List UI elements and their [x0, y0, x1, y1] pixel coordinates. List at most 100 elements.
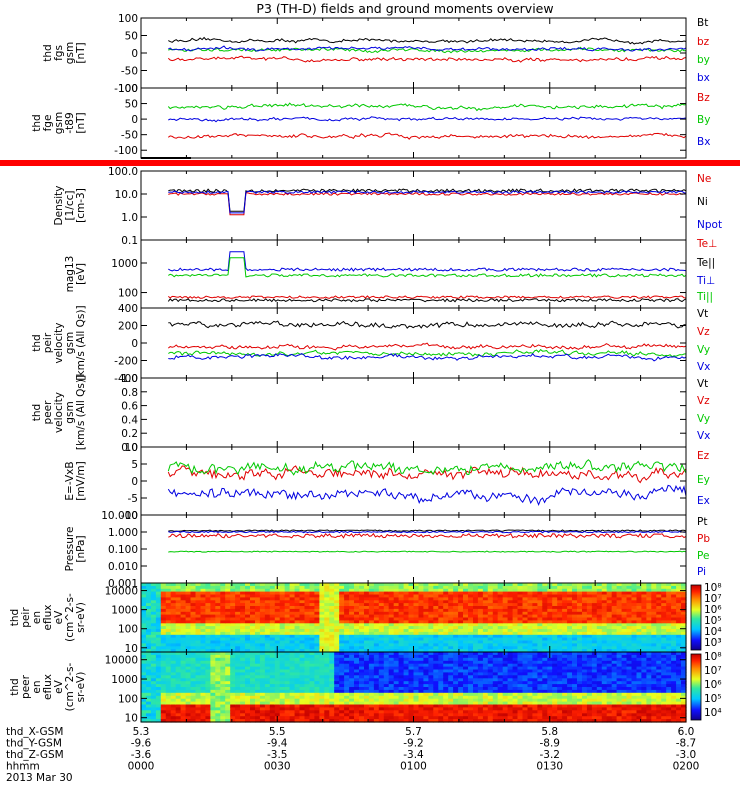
- heatmap-cell: [567, 603, 573, 607]
- heatmap-cell: [294, 649, 301, 653]
- y-axis-label: [1/cc]: [64, 191, 76, 221]
- heatmap-cell: [611, 637, 618, 642]
- heatmap-cell: [423, 611, 429, 616]
- heatmap-cell: [641, 608, 647, 613]
- colorbar-label: 10⁴: [704, 626, 722, 638]
- heatmap-cell: [378, 695, 385, 700]
- heatmap-cell: [601, 606, 608, 610]
- heatmap-cell: [438, 614, 444, 619]
- heatmap-cell: [393, 634, 400, 639]
- heatmap-cell: [190, 631, 197, 636]
- heatmap-cell: [210, 634, 216, 639]
- heatmap-cell: [289, 672, 296, 676]
- heatmap-cell: [205, 600, 211, 604]
- heatmap-cell: [567, 614, 573, 619]
- heatmap-cell: [428, 657, 434, 662]
- heatmap-cell: [284, 713, 291, 717]
- heatmap-cell: [245, 672, 251, 676]
- heatmap-cell: [185, 649, 192, 653]
- heatmap-cell: [482, 654, 489, 659]
- heatmap-cell: [299, 704, 306, 708]
- heatmap-cell: [235, 719, 241, 723]
- heatmap-cell: [284, 623, 291, 627]
- y-axis-label: velocity: [53, 392, 65, 433]
- heatmap-cell: [413, 634, 420, 639]
- heatmap-cell: [269, 631, 276, 636]
- heatmap-cell: [477, 606, 484, 610]
- heatmap-cell: [141, 687, 147, 691]
- heatmap-cell: [339, 681, 345, 685]
- heatmap-cell: [517, 684, 524, 688]
- heatmap-cell: [423, 704, 429, 708]
- heatmap-cell: [160, 600, 167, 604]
- y-axis-label: sr-eV): [75, 602, 87, 633]
- heatmap-cell: [428, 713, 434, 717]
- heatmap-cell: [359, 583, 365, 587]
- heatmap-cell: [656, 637, 662, 642]
- heatmap-cell: [477, 583, 484, 587]
- heatmap-cell: [468, 678, 474, 682]
- heatmap-cell: [259, 637, 266, 642]
- heatmap-cell: [572, 588, 578, 593]
- heatmap-cell: [364, 692, 370, 697]
- heatmap-cell: [240, 591, 246, 596]
- heatmap-cell: [220, 634, 226, 639]
- heatmap-cell: [210, 603, 216, 607]
- heatmap-cell: [155, 640, 162, 644]
- heatmap-cell: [146, 687, 152, 691]
- heatmap-cell: [507, 591, 514, 596]
- heatmap-cell: [359, 660, 365, 665]
- heatmap-cell: [373, 583, 380, 587]
- heatmap-cell: [250, 637, 256, 642]
- heatmap-cell: [651, 608, 657, 613]
- heatmap-cell: [359, 704, 365, 708]
- heatmap-cell: [428, 660, 434, 665]
- heatmap-cell: [656, 617, 662, 621]
- heatmap-cell: [616, 611, 623, 616]
- y-axis-label: mag13: [64, 256, 76, 293]
- heatmap-cell: [264, 701, 271, 706]
- heatmap-cell: [141, 654, 147, 659]
- heatmap-cell: [438, 692, 444, 697]
- heatmap-cell: [611, 608, 618, 613]
- heatmap-cell: [507, 585, 514, 590]
- heatmap-cell: [170, 649, 177, 653]
- heatmap-cell: [210, 637, 216, 642]
- heatmap-cell: [631, 617, 638, 621]
- heatmap-cell: [146, 623, 152, 627]
- heatmap-cell: [215, 704, 221, 708]
- heatmap-cell: [250, 719, 256, 723]
- heatmap-cell: [626, 631, 633, 636]
- heatmap-cell: [388, 585, 395, 590]
- heatmap-cell: [349, 629, 355, 633]
- heatmap-cell: [418, 594, 425, 598]
- heatmap-cell: [383, 594, 390, 598]
- heatmap-cell: [522, 634, 529, 639]
- heatmap-cell: [230, 646, 236, 650]
- heatmap-cell: [220, 643, 226, 647]
- heatmap-cell: [364, 585, 370, 590]
- heatmap-cell: [562, 603, 568, 607]
- heatmap-cell: [225, 675, 231, 679]
- heatmap-cell: [269, 626, 276, 630]
- heatmap-cell: [150, 614, 157, 619]
- heatmap-cell: [141, 660, 147, 665]
- heatmap-cell: [641, 594, 647, 598]
- heatmap-cell: [255, 663, 261, 668]
- heatmap-cell: [473, 594, 479, 598]
- heatmap-cell: [359, 623, 365, 627]
- heatmap-cell: [225, 692, 231, 697]
- heatmap-cell: [225, 701, 231, 706]
- heatmap-cell: [195, 663, 202, 668]
- heatmap-cell: [155, 634, 162, 639]
- heatmap-cell: [522, 640, 529, 644]
- heatmap-cell: [473, 657, 479, 662]
- heatmap-cell: [373, 678, 380, 682]
- heatmap-cell: [502, 591, 509, 596]
- heatmap-cell: [230, 614, 236, 619]
- heatmap-cell: [611, 600, 618, 604]
- heatmap-cell: [329, 657, 335, 662]
- heatmap-cell: [274, 640, 281, 644]
- heatmap-cell: [383, 678, 390, 682]
- heatmap-cell: [349, 654, 355, 659]
